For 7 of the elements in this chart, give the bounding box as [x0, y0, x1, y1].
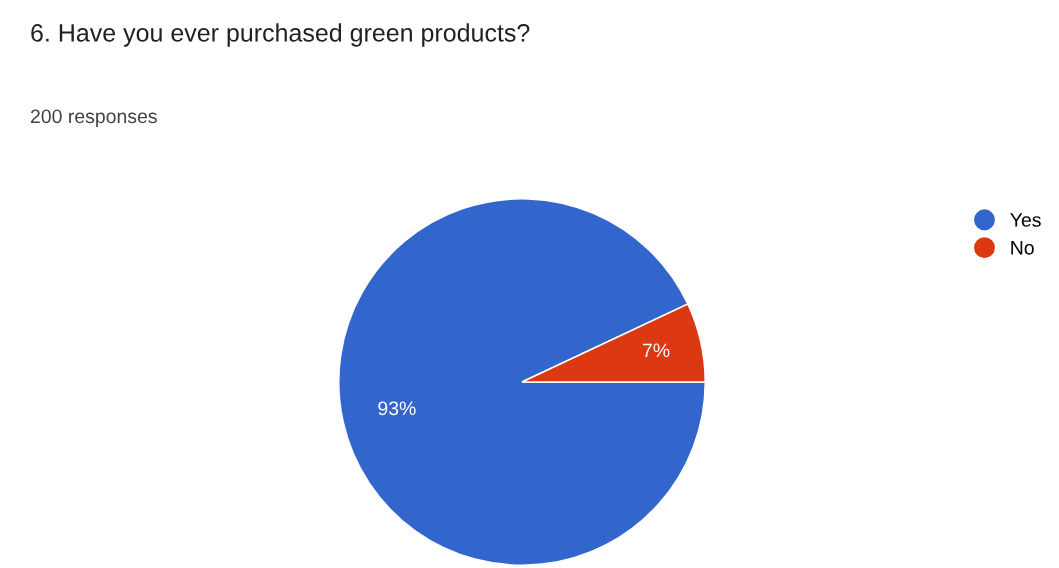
data-label: 93%: [378, 401, 416, 416]
legend-label: No: [1011, 241, 1034, 255]
pie-slice: [338, 198, 706, 566]
legend-label: Yes: [1010, 213, 1041, 227]
data-label: 7%: [643, 343, 670, 358]
chart-title: 6. Have you ever purchased green products?: [31, 23, 530, 47]
text: 200 responses: [30, 109, 157, 128]
